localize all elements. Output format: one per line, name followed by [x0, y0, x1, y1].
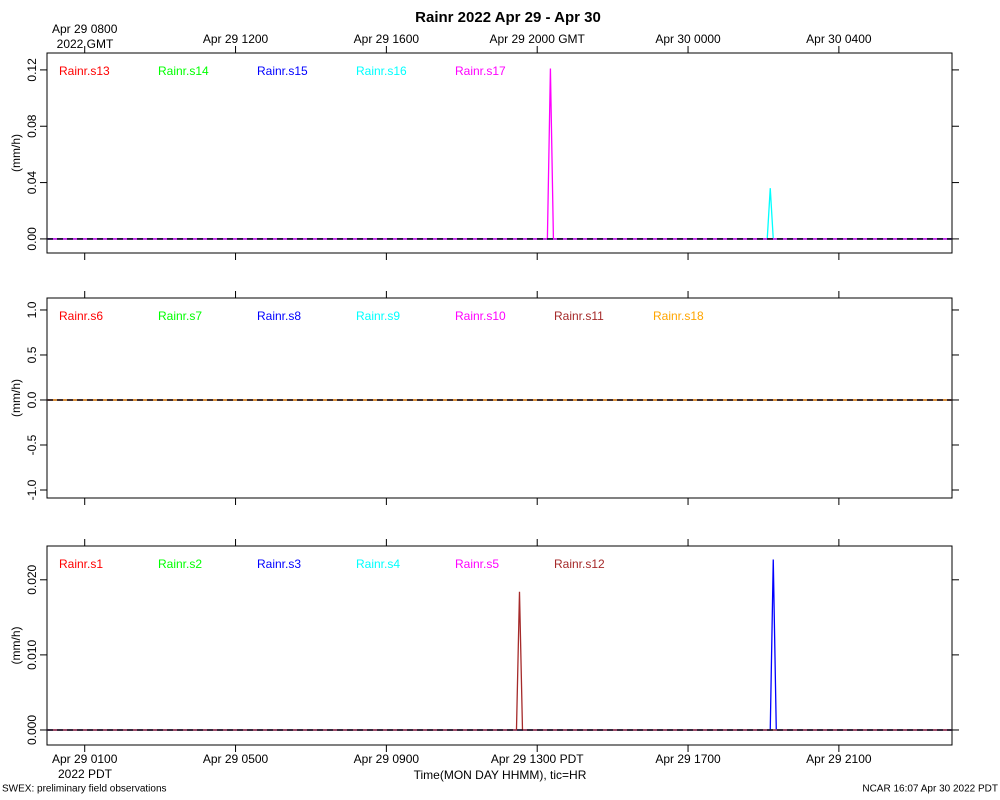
- top-x-tick-label: Apr 29 1600: [354, 32, 420, 46]
- legend-entry: Rainr.s6: [59, 309, 103, 323]
- y-tick-label: 0.04: [25, 171, 39, 195]
- plot-frame: [46, 297, 953, 499]
- x-axis-label: Time(MON DAY HHMM), tic=HR: [414, 768, 587, 782]
- legend-entry: Rainr.s7: [158, 309, 202, 323]
- top-axis-note: 2022 GMT: [57, 37, 114, 51]
- bottom-x-tick-label: Apr 29 2100: [806, 752, 872, 766]
- page-title: Rainr 2022 Apr 29 - Apr 30: [415, 9, 601, 26]
- legend-entry: Rainr.s3: [257, 557, 301, 571]
- y-tick-label: 0.020: [25, 564, 39, 594]
- y-axis-label: (mm/h): [9, 134, 23, 172]
- y-tick-label: -1.0: [25, 479, 39, 500]
- y-tick-label: 0.00: [25, 227, 39, 251]
- y-tick-label: 0.08: [25, 114, 39, 138]
- legend-entry: Rainr.s2: [158, 557, 202, 571]
- y-axis-label: (mm/h): [9, 379, 23, 417]
- y-tick-label: 0.12: [25, 58, 39, 82]
- data-line: [47, 559, 952, 731]
- legend-entry: Rainr.s9: [356, 309, 400, 323]
- y-tick-label: 1.0: [25, 301, 39, 318]
- top-x-tick-label: Apr 30 0400: [806, 32, 872, 46]
- legend-entry: Rainr.s10: [455, 309, 506, 323]
- plot-frame: [46, 52, 953, 254]
- bottom-x-tick-label: Apr 29 0500: [203, 752, 269, 766]
- top-x-tick-label: Apr 29 0800: [52, 22, 118, 36]
- plot-frame: [46, 545, 953, 746]
- bottom-x-tick-label: Apr 29 0900: [354, 752, 420, 766]
- footer-left: SWEX: preliminary field observations: [2, 784, 167, 795]
- data-line: [47, 188, 952, 240]
- legend-entry: Rainr.s13: [59, 64, 110, 78]
- top-x-tick-label: Apr 30 0000: [655, 32, 721, 46]
- legend-entry: Rainr.s14: [158, 64, 209, 78]
- y-tick-label: 0.000: [25, 715, 39, 745]
- y-tick-label: -0.5: [25, 434, 39, 455]
- legend-entry: Rainr.s15: [257, 64, 308, 78]
- legend-entry: Rainr.s18: [653, 309, 704, 323]
- legend-entry: Rainr.s11: [554, 309, 604, 323]
- legend-entry: Rainr.s12: [554, 557, 605, 571]
- bottom-x-tick-label: Apr 29 1300 PDT: [491, 752, 584, 766]
- y-axis-label: (mm/h): [9, 627, 23, 665]
- footer-right: NCAR 16:07 Apr 30 2022 PDT: [862, 784, 998, 795]
- y-tick-label: 0.010: [25, 640, 39, 670]
- legend-entry: Rainr.s4: [356, 557, 400, 571]
- legend-entry: Rainr.s1: [59, 557, 103, 571]
- bottom-x-tick-label: Apr 29 0100: [52, 752, 118, 766]
- y-tick-label: 0.0: [25, 391, 39, 408]
- top-x-tick-label: Apr 29 2000 GMT: [490, 32, 586, 46]
- y-tick-label: 0.5: [25, 346, 39, 363]
- data-line: [47, 68, 952, 240]
- legend-entry: Rainr.s17: [455, 64, 506, 78]
- data-line: [47, 591, 952, 731]
- top-x-tick-label: Apr 29 1200: [203, 32, 269, 46]
- legend-entry: Rainr.s5: [455, 557, 499, 571]
- bottom-x-tick-label: Apr 29 1700: [655, 752, 721, 766]
- bottom-axis-note: 2022 PDT: [58, 767, 113, 781]
- legend-entry: Rainr.s8: [257, 309, 301, 323]
- legend-entry: Rainr.s16: [356, 64, 407, 78]
